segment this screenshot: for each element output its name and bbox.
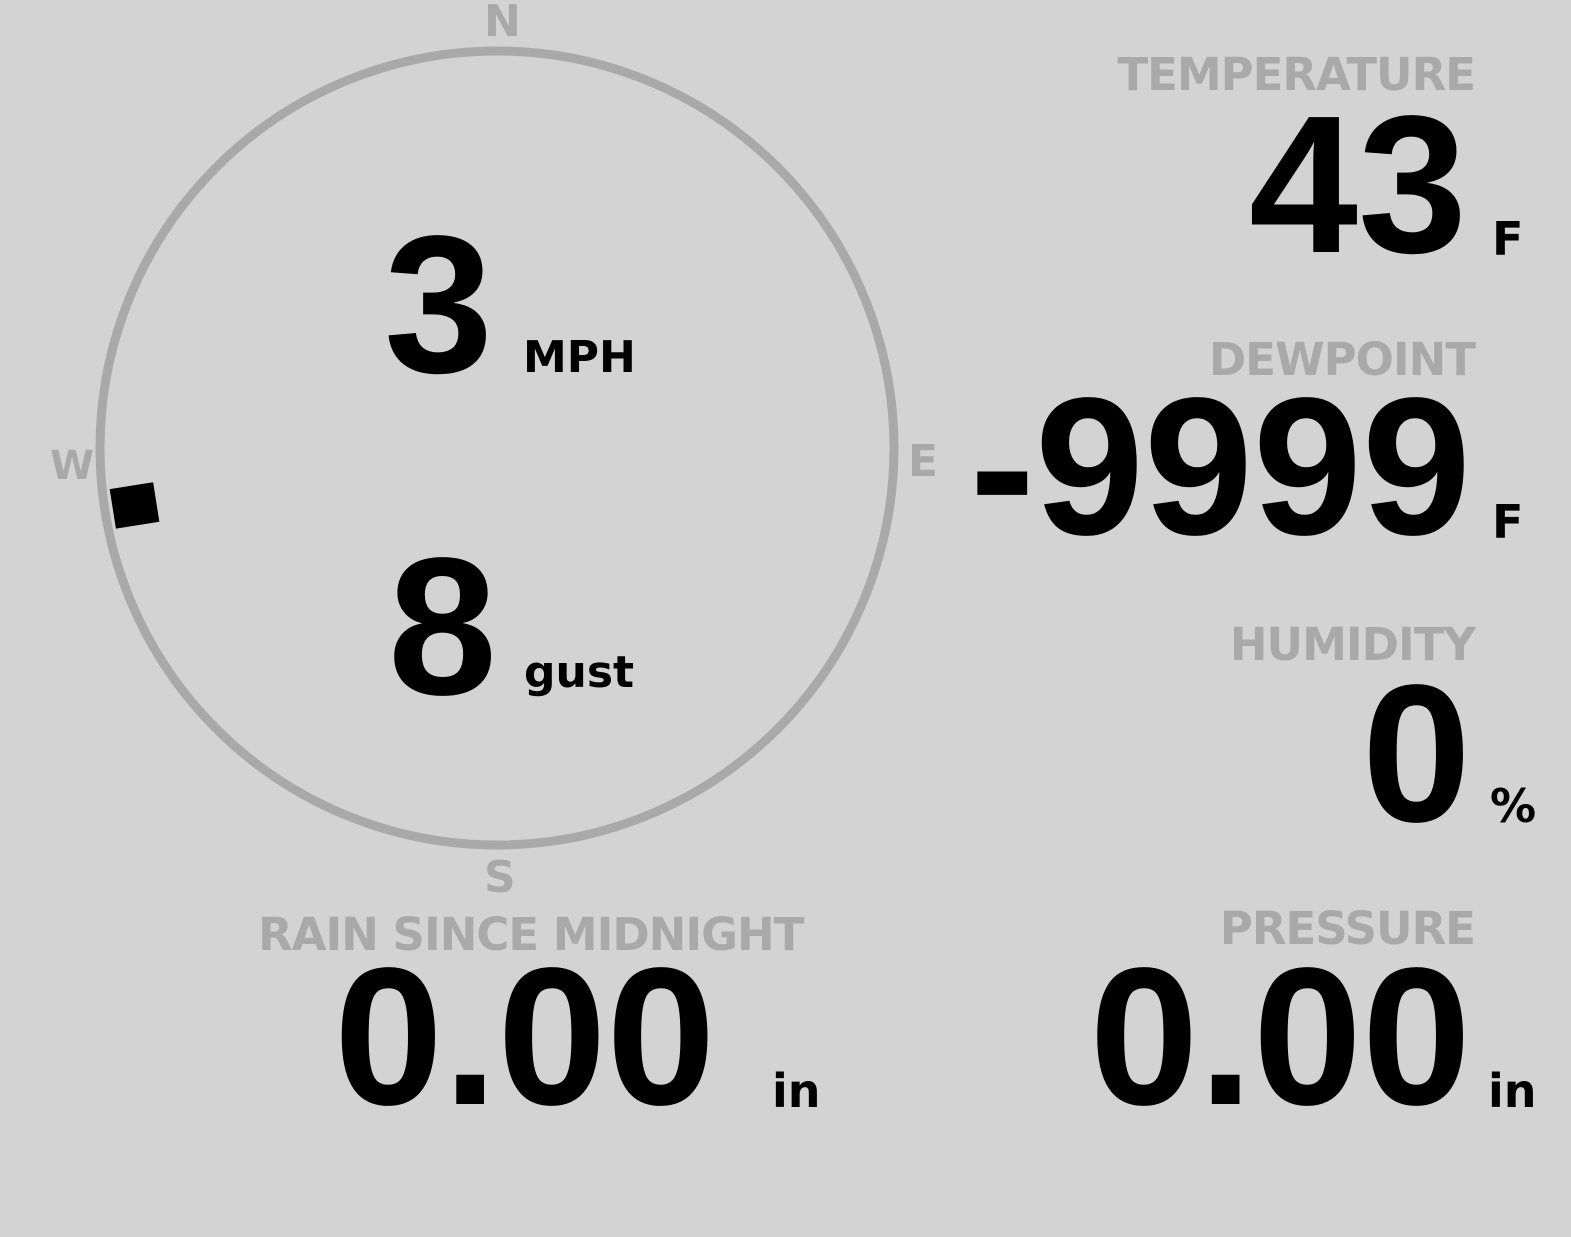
wind-gust-value: 8 bbox=[388, 517, 498, 736]
temperature-unit: F bbox=[1492, 212, 1524, 266]
dewpoint-value: -9999 bbox=[969, 357, 1471, 576]
wind-compass-dial bbox=[95, 46, 899, 850]
dewpoint-unit: F bbox=[1492, 495, 1524, 549]
pressure-unit: in bbox=[1488, 1064, 1537, 1118]
wind-speed-value: 3 bbox=[384, 195, 494, 414]
compass-w-label: W bbox=[50, 443, 95, 489]
compass-s-label: S bbox=[484, 852, 516, 903]
dewpoint-label: DEWPOINT bbox=[1208, 333, 1476, 386]
temperature-value: 43 bbox=[1248, 75, 1467, 294]
rain-value: 0.00 bbox=[334, 927, 716, 1146]
temperature-label: TEMPERATURE bbox=[1117, 48, 1476, 101]
rain-unit: in bbox=[772, 1064, 821, 1118]
wind-direction-marker bbox=[109, 482, 160, 529]
humidity-label: HUMIDITY bbox=[1229, 618, 1476, 671]
humidity-value: 0 bbox=[1361, 644, 1471, 863]
wind-speed-unit: MPH bbox=[523, 332, 636, 383]
wind-gust-unit: gust bbox=[524, 647, 635, 698]
compass-e-label: E bbox=[908, 436, 939, 487]
compass-n-label: N bbox=[484, 0, 521, 47]
rain-label: RAIN SINCE MIDNIGHT bbox=[258, 908, 804, 961]
compass-ring bbox=[95, 46, 899, 850]
humidity-unit: % bbox=[1490, 779, 1537, 833]
pressure-value: 0.00 bbox=[1089, 927, 1471, 1146]
pressure-label: PRESSURE bbox=[1219, 902, 1476, 955]
